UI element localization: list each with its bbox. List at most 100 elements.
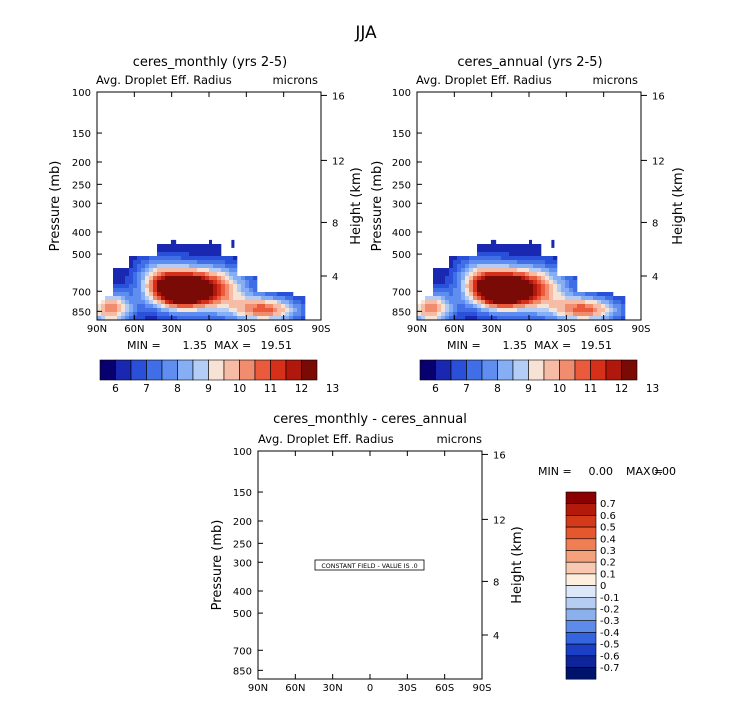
field-cell [173,296,178,301]
field-cell [161,248,166,253]
field-cell [125,284,130,289]
field-cell [489,300,494,305]
field-cell [225,284,230,289]
field-cell [297,316,302,321]
field-cell [257,308,262,313]
panel1-axes: 90N 60N 30N 0 30S 60S 90S100150200250300400500… [72,88,345,335]
field-cell [181,268,186,273]
field-cell [533,268,538,273]
panel3-units: microns [436,432,482,446]
field-cell [493,239,497,248]
field-cell [529,288,534,293]
field-cell [437,280,442,285]
field-cell [217,272,222,277]
field-cell [201,288,206,293]
field-cell [473,268,478,273]
field-cell [157,272,162,277]
field-cell [209,260,214,265]
field-cell [605,312,610,317]
field-cell [513,280,518,285]
field-cell [465,288,470,293]
field-cell [453,292,458,297]
x-tick-label: 0 [367,683,373,694]
field-cell [273,316,278,321]
field-cell [505,316,510,321]
colorbar-label: 0.1 [600,569,616,580]
field-cell [457,296,462,301]
field-cell [465,268,470,273]
field-cell [197,268,202,273]
field-cell [465,280,470,285]
field-cell [125,312,130,317]
field-cell [545,292,550,297]
field-cell [545,304,550,309]
field-cell [497,296,502,301]
field-cell [473,256,478,261]
field-cell [233,300,238,305]
field-cell [237,276,242,281]
y-tick-label: 100 [233,447,252,458]
field-cell [441,288,446,293]
field-cell [149,296,154,301]
colorbar-label: -0.7 [600,663,620,674]
field-cell [169,292,174,297]
field-cell [125,268,130,273]
field-cell [217,276,222,281]
field-cell [509,288,514,293]
field-cell [557,304,562,309]
x-tick-label: 30S [557,324,576,335]
field-cell [545,256,550,261]
field-cell [553,272,558,277]
field-cell [493,300,498,305]
field-cell [173,252,178,257]
field-cell [269,292,274,297]
field-cell [441,304,446,309]
field-cell [169,256,174,261]
field-cell [297,296,302,301]
field-cell [449,260,454,265]
field-cell [561,312,566,317]
field-cell [477,280,482,285]
field-cell [201,272,206,277]
field-cell [265,300,270,305]
field-cell [549,272,554,277]
field-cell [465,276,470,281]
field-cell [521,312,526,317]
field-cell [221,312,226,317]
field-cell [277,312,282,317]
field-cell [241,292,246,297]
field-cell [581,304,586,309]
field-cell [165,316,170,321]
field-cell [445,284,450,289]
field-cell [109,316,114,321]
colorbar-label: 0 [600,581,606,592]
field-cell [553,300,558,305]
field-cell [117,276,122,281]
field-cell [289,316,294,321]
field-cell [157,308,162,313]
field-cell [125,280,130,285]
field-cell [185,252,190,257]
field-cell [225,316,230,321]
x-tick-label: 90S [311,324,330,335]
field-cell [541,260,546,265]
field-cell [453,280,458,285]
field-cell [193,256,198,261]
field-cell [193,308,198,313]
field-cell [521,268,526,273]
field-cell [117,304,122,309]
colorbar-swatch [565,608,597,621]
field-cell [551,239,555,248]
field-cell [549,280,554,285]
field-cell [621,300,626,305]
field-cell [457,264,462,269]
field-cell [129,264,134,269]
field-cell [481,300,486,305]
colorbar-swatch [466,359,483,381]
field-cell [285,308,290,313]
field-cell [485,296,490,301]
field-cell [217,256,222,261]
field-cell [245,308,250,313]
field-cell [121,288,126,293]
